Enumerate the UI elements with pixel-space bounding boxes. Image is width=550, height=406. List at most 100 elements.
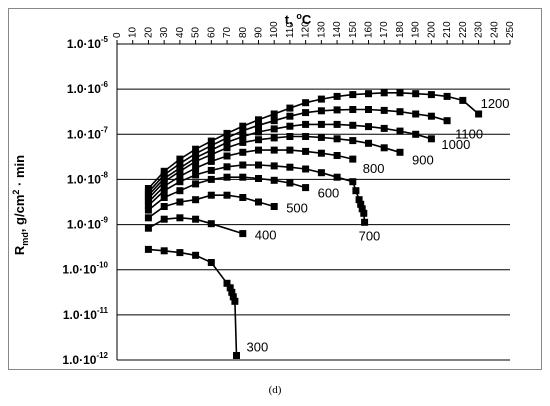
y-tick-label: 1.0·10-7 [67, 125, 109, 141]
data-point [427, 135, 435, 143]
data-point [270, 110, 278, 118]
data-point [380, 124, 388, 132]
y-tick-label: 1.0·10-12 [62, 351, 108, 367]
x-tick-label: 50 [191, 26, 202, 38]
x-tick-label: 170 [379, 21, 390, 38]
data-point [365, 90, 372, 98]
data-point [176, 198, 184, 206]
x-tick-label: 130 [316, 21, 327, 38]
data-point [380, 144, 388, 152]
data-point [192, 154, 200, 162]
x-tick-label: 190 [411, 21, 422, 38]
data-point [349, 155, 357, 163]
data-point [176, 172, 184, 180]
data-point [317, 120, 325, 128]
data-point [286, 179, 294, 187]
series-label: 500 [286, 201, 308, 216]
data-point [286, 133, 294, 140]
data-point [176, 164, 184, 172]
series-label: 300 [247, 340, 269, 355]
data-point [302, 120, 310, 128]
data-point [360, 209, 368, 217]
data-point [302, 109, 310, 117]
data-point [239, 138, 247, 146]
data-point [144, 206, 152, 214]
data-point [352, 187, 360, 195]
x-tick-label: 110 [285, 22, 296, 38]
data-point [176, 249, 184, 257]
data-point [233, 352, 240, 359]
series-label: 1100 [455, 127, 483, 142]
data-point [192, 171, 200, 179]
data-point [223, 144, 231, 152]
data-point [317, 169, 325, 177]
x-tick-label: 70 [222, 26, 233, 38]
data-point [357, 200, 365, 208]
data-point [144, 185, 152, 192]
data-point [270, 203, 278, 210]
data-point [333, 173, 341, 181]
x-tick-label: 10 [128, 26, 139, 38]
data-point [255, 146, 262, 154]
data-point [361, 218, 369, 226]
x-tick-label: 220 [458, 21, 469, 38]
data-point [207, 259, 215, 266]
x-tick-label: 210 [442, 21, 453, 38]
data-point [231, 297, 239, 305]
x-tick-label: 120 [301, 21, 312, 38]
data-point [317, 149, 325, 157]
data-point [192, 215, 200, 223]
x-tick-label: 100 [269, 21, 280, 38]
x-tick-label: 240 [489, 21, 500, 38]
data-point [380, 106, 388, 114]
data-point [255, 116, 262, 124]
x-tick-label: 180 [395, 21, 406, 38]
data-point [239, 127, 247, 135]
series-line-1200 [147, 92, 480, 190]
data-point [223, 163, 231, 171]
x-tick-label: 230 [474, 21, 485, 38]
data-point [286, 112, 294, 120]
data-point [239, 173, 247, 181]
data-point [412, 110, 420, 118]
data-point [176, 155, 184, 163]
x-tick-label: 60 [206, 26, 217, 38]
series-label: 400 [255, 228, 277, 243]
data-point [380, 89, 388, 97]
data-point [192, 251, 200, 259]
data-point [160, 175, 168, 182]
data-point [223, 138, 231, 146]
data-point [302, 147, 310, 155]
x-tick-label: 140 [332, 21, 343, 38]
data-point [286, 163, 294, 171]
data-point [207, 191, 215, 199]
x-axis-label: t, oC [285, 11, 312, 27]
data-point [239, 148, 247, 156]
data-point [349, 178, 357, 186]
data-point [144, 224, 152, 232]
data-point [302, 184, 310, 192]
data-point [239, 230, 247, 238]
data-point [207, 146, 215, 154]
data-point [207, 166, 215, 174]
data-point [286, 146, 294, 154]
data-point [192, 196, 200, 204]
data-point [160, 194, 168, 201]
data-point [365, 106, 372, 113]
data-point [333, 152, 341, 159]
data-point [270, 162, 278, 170]
data-point [396, 148, 404, 156]
data-point [223, 152, 231, 160]
data-point [160, 171, 168, 179]
data-point [286, 104, 294, 112]
chart-svg: 0 10 20 30 40 50 60 70 80 90 100 110 120 130 140 150 160… [11, 11, 516, 367]
data-point [333, 92, 341, 100]
data-point [255, 175, 262, 182]
data-point [207, 175, 215, 183]
data-point [255, 136, 262, 144]
data-point [239, 161, 247, 169]
series-label: 900 [412, 152, 434, 167]
data-point [443, 117, 451, 125]
data-point [270, 117, 278, 125]
x-tick-label: 160 [364, 21, 375, 38]
